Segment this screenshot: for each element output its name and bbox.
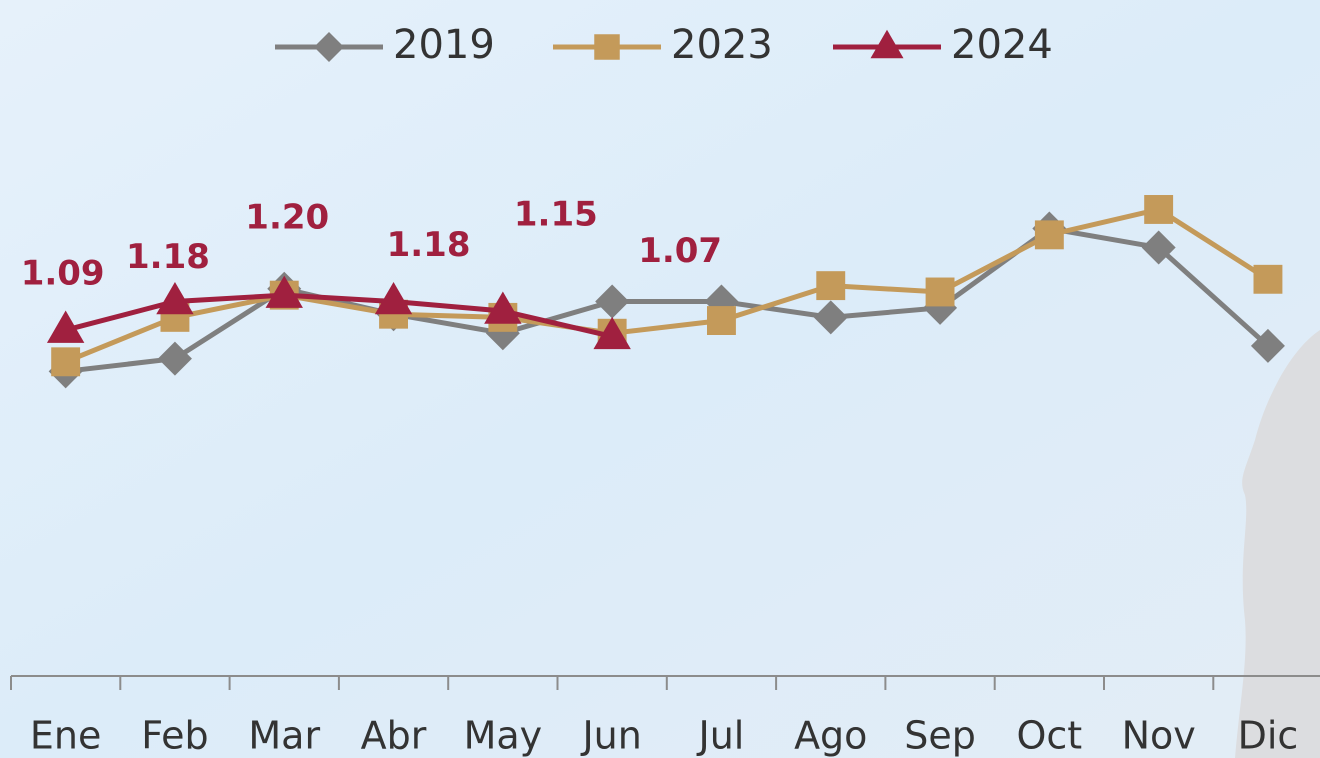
data-label: 1.15 — [514, 195, 598, 235]
x-tick-label: Abr — [361, 714, 427, 758]
x-tick-label: May — [464, 714, 543, 758]
marker — [925, 277, 955, 307]
x-tick-label: Oct — [1016, 714, 1082, 758]
marker — [265, 275, 303, 308]
legend-label: 2024 — [951, 22, 1053, 68]
legend-marker — [314, 32, 344, 62]
marker — [595, 284, 630, 319]
x-tick-label: Mar — [248, 714, 320, 758]
marker — [1144, 195, 1174, 224]
marker — [1253, 264, 1283, 294]
data-label: 1.09 — [21, 254, 105, 294]
marker — [157, 341, 192, 376]
marker — [51, 347, 81, 377]
marker — [374, 281, 413, 315]
x-tick-label: Dic — [1238, 714, 1299, 758]
marker — [707, 306, 736, 335]
data-label: 1.20 — [245, 198, 329, 238]
series-line — [64, 206, 1270, 365]
x-tick-label: Ago — [794, 714, 867, 758]
data-label: 1.07 — [638, 231, 722, 271]
marker — [484, 291, 522, 324]
marker — [1141, 230, 1176, 265]
x-tick-label: Sep — [904, 714, 976, 758]
legend-marker — [594, 34, 620, 60]
marker — [1034, 220, 1064, 250]
marker — [46, 310, 85, 343]
marker — [156, 281, 194, 315]
x-tick-label: Feb — [141, 714, 208, 758]
data-label: 1.18 — [387, 225, 471, 265]
marker — [1250, 328, 1285, 363]
series-line — [65, 292, 613, 339]
x-tick-label: Jun — [580, 714, 641, 758]
legend-label: 2023 — [671, 22, 773, 68]
x-tick-label: Jul — [697, 714, 745, 758]
x-tick-label: Nov — [1122, 714, 1196, 758]
legend-label: 2019 — [393, 22, 495, 68]
marker — [816, 271, 846, 301]
marker — [813, 300, 848, 335]
marker — [593, 316, 631, 350]
silhouette — [1235, 330, 1320, 758]
data-label: 1.18 — [126, 237, 210, 277]
legend-marker — [870, 29, 904, 59]
x-tick-label: Ene — [30, 714, 101, 758]
